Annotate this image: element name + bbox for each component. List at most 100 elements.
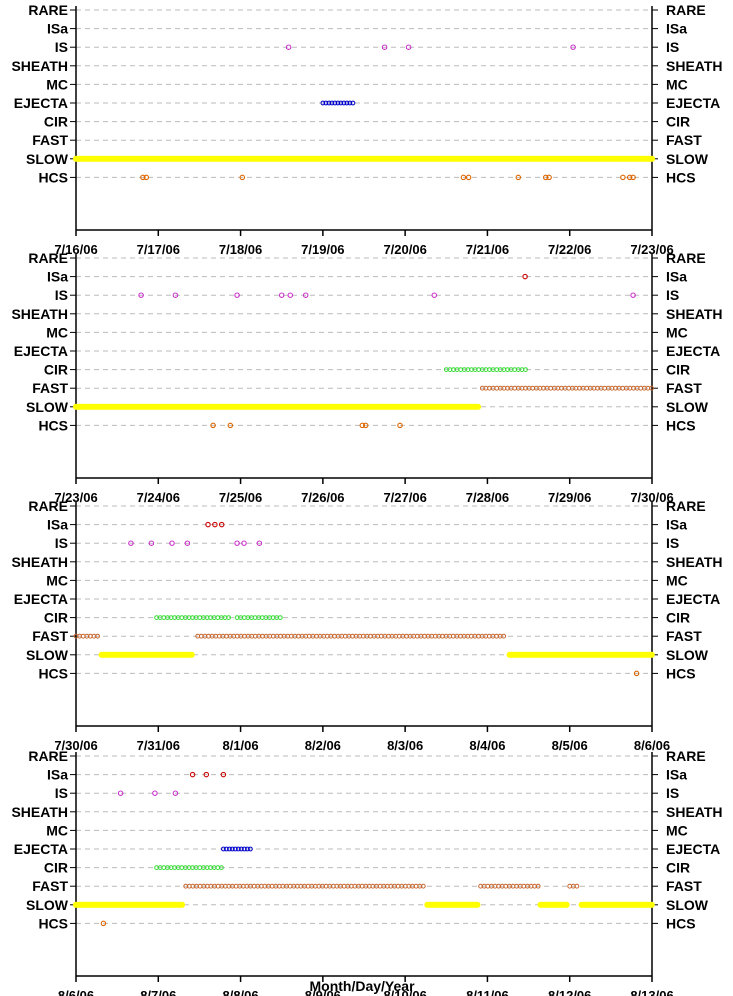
x-tick-label: 7/28/06 (466, 490, 509, 505)
point-is (405, 44, 412, 50)
category-label-right: SHEATH (666, 58, 723, 74)
interval-slow (424, 901, 481, 908)
interval-mark (648, 901, 655, 908)
x-tick-label: 7/27/06 (383, 490, 426, 505)
interval-fast (183, 883, 426, 889)
category-label-left: MC (46, 822, 68, 838)
category-label-left: MC (46, 324, 68, 340)
point-hcs (465, 174, 472, 181)
interval-mark (329, 100, 335, 106)
interval-mark (649, 385, 654, 391)
category-label-right: SLOW (666, 151, 709, 167)
point-isa (212, 521, 218, 528)
x-tick-label: 8/2/06 (305, 738, 341, 753)
point-hcs (397, 422, 403, 429)
category-label-right: FAST (666, 380, 702, 396)
category-label-right: ISa (666, 767, 687, 783)
category-label-right: MC (666, 822, 688, 838)
category-label-left: HCS (38, 915, 68, 931)
point-is (184, 540, 191, 546)
panel-4: RARE RARE ISa ISa IS IS SHEATH SHEATH MC MC EJECTA… (11, 748, 722, 996)
interval-mark (178, 901, 186, 908)
point-is (152, 790, 158, 796)
category-label-left: FAST (32, 628, 68, 644)
interval-mark (95, 633, 100, 639)
interval-mark (350, 100, 356, 106)
point-is (278, 292, 285, 298)
interval-mark (648, 155, 656, 162)
category-label-right: IS (666, 785, 679, 801)
point-hcs (210, 422, 216, 429)
category-label-right: IS (666, 39, 679, 55)
x-tick-label: 7/16/06 (54, 242, 97, 257)
category-label-right: CIR (666, 860, 690, 876)
x-tick-label: 7/22/06 (548, 242, 591, 257)
point-isa (189, 771, 196, 778)
x-tick-label: 7/26/06 (301, 490, 344, 505)
category-label-left: EJECTA (14, 343, 68, 359)
interval-mark (242, 846, 247, 852)
point-is (128, 540, 134, 546)
interval-mark (648, 651, 655, 658)
panel-3: RARE RARE ISa ISa IS IS SHEATH SHEATH MC MC EJECTA… (11, 498, 722, 753)
category-label-right: RARE (666, 2, 706, 18)
point-is (630, 292, 636, 298)
x-tick-label: 8/7/06 (140, 988, 176, 996)
point-is (256, 540, 263, 546)
category-label-left: HCS (38, 169, 68, 185)
point-hcs (626, 174, 633, 181)
category-label-right: MC (666, 572, 688, 588)
point-hcs (546, 174, 552, 181)
category-label-right: MC (666, 324, 688, 340)
category-label-left: FAST (32, 132, 68, 148)
point-is (381, 44, 388, 50)
category-label-left: IS (55, 39, 68, 55)
x-tick-label: 7/25/06 (219, 490, 262, 505)
point-isa (522, 273, 528, 280)
point-hcs (515, 174, 522, 181)
category-label-right: RARE (666, 748, 706, 764)
interval-fast (478, 883, 541, 889)
interval-mark (226, 615, 232, 620)
category-label-right: SLOW (666, 897, 709, 913)
category-label-right: HCS (666, 169, 696, 185)
point-is (241, 540, 247, 546)
category-label-right: EJECTA (666, 343, 720, 359)
interval-mark (323, 100, 329, 106)
category-label-left: HCS (38, 417, 68, 433)
point-hcs (362, 422, 369, 429)
category-label-left: HCS (38, 665, 68, 681)
interval-cir (234, 615, 283, 620)
x-tick-label: 8/12/06 (548, 988, 591, 996)
x-tick-label: 7/29/06 (548, 490, 591, 505)
category-label-right: MC (666, 76, 688, 92)
point-is (169, 540, 175, 546)
interval-fast (567, 883, 580, 889)
x-tick-label: 8/10/06 (383, 988, 426, 996)
category-label-right: CIR (666, 362, 690, 378)
category-label-right: EJECTA (666, 591, 720, 607)
interval-ejecta (320, 100, 356, 106)
x-tick-label: 8/11/06 (466, 988, 509, 996)
category-label-right: IS (666, 535, 679, 551)
point-hcs (359, 422, 366, 429)
category-label-left: ISa (47, 767, 68, 783)
interval-mark (236, 846, 241, 852)
x-tick-label: 7/17/06 (137, 242, 180, 257)
point-is (172, 292, 179, 298)
x-tick-label: 7/18/06 (219, 242, 262, 257)
category-label-right: SLOW (666, 647, 709, 663)
x-tick-label: 8/6/06 (634, 738, 670, 753)
category-label-left: IS (55, 287, 68, 303)
point-hcs (100, 920, 107, 927)
point-is (138, 292, 144, 298)
category-label-right: ISa (666, 517, 687, 533)
point-is (148, 540, 155, 546)
interval-mark (338, 100, 344, 106)
category-label-left: CIR (44, 362, 68, 378)
interval-mark (535, 883, 541, 889)
panel-2: RARE RARE ISa ISa IS IS SHEATH SHEATH MC MC EJECTA… (11, 250, 722, 505)
interval-fast (195, 633, 507, 639)
category-label-left: FAST (32, 878, 68, 894)
x-tick-label: 8/1/06 (222, 738, 258, 753)
